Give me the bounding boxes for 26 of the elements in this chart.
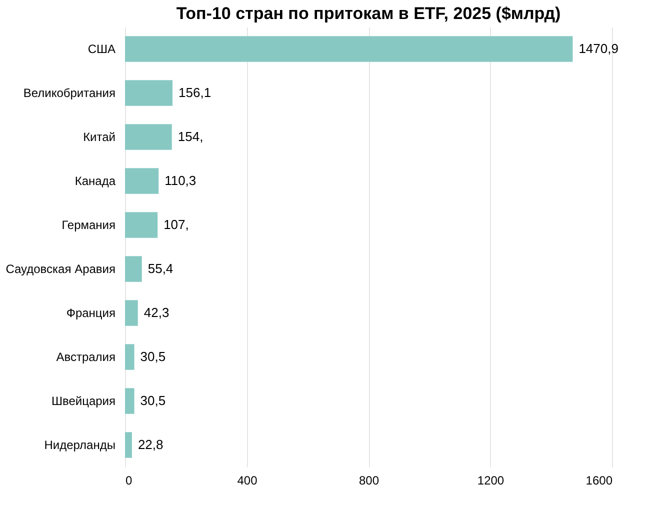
x-tick-label: 400: [237, 474, 258, 488]
y-tick-label: США: [88, 42, 116, 56]
x-tick-label: 0: [126, 474, 132, 488]
y-tick-label: Саудовская Аравия: [6, 262, 116, 276]
data-label: 1470,9: [578, 41, 618, 56]
y-tick-label: Франция: [66, 306, 116, 320]
y-tick-label: Канада: [74, 174, 116, 188]
data-label: 55,4: [148, 261, 174, 276]
y-tick-label: Нидерланды: [44, 438, 116, 452]
data-label: 22,8: [138, 437, 164, 452]
data-label: 107,: [164, 217, 189, 232]
data-label: 154,: [178, 129, 204, 144]
y-tick-label: Швейцария: [51, 394, 116, 408]
data-label: 110,3: [164, 173, 196, 188]
data-label: 30,5: [140, 393, 166, 408]
chart-title: Топ-10 стран по притокам в ETF, 2025 ($млрд): [176, 4, 561, 23]
x-tick-label: 1600: [586, 474, 613, 488]
data-label: 156,1: [178, 85, 212, 100]
y-tick-label: Китай: [83, 130, 116, 144]
data-label: 30,5: [140, 349, 166, 364]
x-tick-label: 800: [358, 474, 380, 488]
y-tick-label: Австралия: [56, 350, 116, 364]
y-tick-label: Германия: [62, 218, 116, 232]
data-label: 42,3: [144, 305, 170, 320]
y-tick-label: Великобритания: [23, 86, 116, 100]
x-tick-label: 1200: [477, 474, 504, 488]
